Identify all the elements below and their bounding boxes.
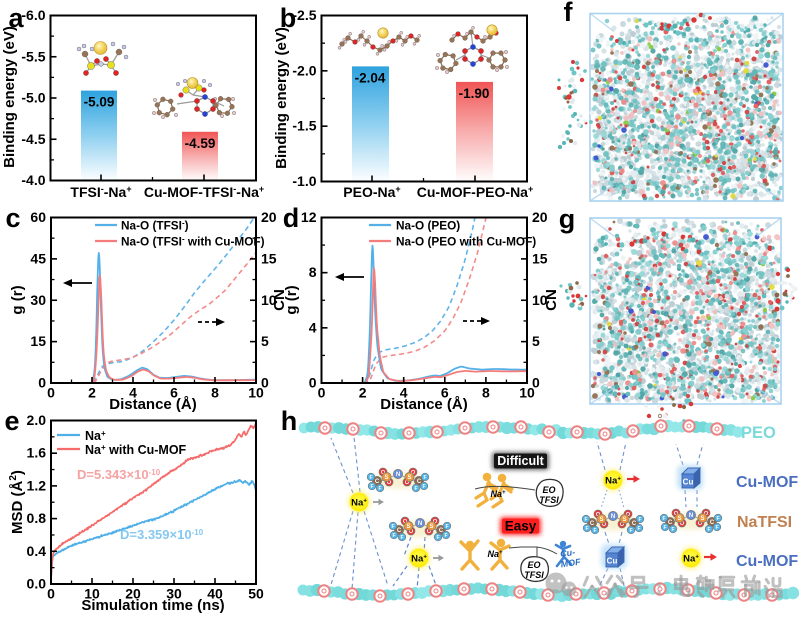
svg-text:6: 6 xyxy=(441,385,449,401)
svg-text:2.0: 2.0 xyxy=(27,412,47,428)
svg-text:d: d xyxy=(283,203,300,233)
svg-text:-1.5: -1.5 xyxy=(292,118,316,134)
svg-text:-4.59: -4.59 xyxy=(185,136,216,151)
svg-text:15: 15 xyxy=(532,250,548,266)
svg-text:Na-O (TFSI-): Na-O (TFSI-) xyxy=(121,219,189,233)
svg-text:1.2: 1.2 xyxy=(27,477,47,493)
svg-text:2: 2 xyxy=(359,385,367,401)
svg-text:Na+: Na+ xyxy=(85,429,106,443)
svg-text:-5.5: -5.5 xyxy=(21,48,45,64)
svg-text:Distance (Å): Distance (Å) xyxy=(380,396,468,413)
svg-text:20: 20 xyxy=(532,209,548,225)
svg-text:g (r): g (r) xyxy=(9,285,26,314)
svg-text:MSD (Å2): MSD (Å2) xyxy=(8,470,26,534)
svg-text:Distance (Å): Distance (Å) xyxy=(109,396,197,413)
svg-text:f: f xyxy=(564,0,574,27)
svg-text:D=5.343×10-10: D=5.343×10-10 xyxy=(77,467,161,482)
svg-text:0: 0 xyxy=(261,375,269,391)
svg-text:20: 20 xyxy=(261,209,277,225)
svg-text:5: 5 xyxy=(261,333,269,349)
svg-text:8: 8 xyxy=(482,385,490,401)
svg-text:15: 15 xyxy=(30,333,46,349)
svg-text:0.8: 0.8 xyxy=(27,510,47,526)
svg-text:Na-O (TFSI- with Cu-MOF): Na-O (TFSI- with Cu-MOF) xyxy=(121,235,265,249)
svg-text:10: 10 xyxy=(84,586,100,602)
svg-text:40: 40 xyxy=(207,586,223,602)
svg-text:30: 30 xyxy=(166,586,182,602)
svg-text:0: 0 xyxy=(38,375,46,391)
svg-text:-6.0: -6.0 xyxy=(21,7,45,23)
svg-text:-2.0: -2.0 xyxy=(292,62,316,78)
svg-text:g: g xyxy=(559,204,576,234)
svg-text:-2.04: -2.04 xyxy=(355,70,386,85)
svg-text:Na-O (PEO with Cu-MOF): Na-O (PEO with Cu-MOF) xyxy=(396,235,536,249)
svg-text:4: 4 xyxy=(129,385,137,401)
svg-text:6: 6 xyxy=(170,385,178,401)
svg-text:PEO-Na+: PEO-Na+ xyxy=(343,184,400,200)
svg-text:4: 4 xyxy=(400,385,408,401)
svg-text:a: a xyxy=(8,3,24,33)
svg-text:30: 30 xyxy=(30,292,46,308)
svg-text:CN: CN xyxy=(543,289,560,311)
svg-text:10: 10 xyxy=(519,385,535,401)
svg-text:0: 0 xyxy=(309,375,317,391)
svg-text:15: 15 xyxy=(261,250,277,266)
svg-text:-5.09: -5.09 xyxy=(84,95,115,110)
svg-text:8: 8 xyxy=(211,385,219,401)
svg-text:0: 0 xyxy=(318,385,326,401)
svg-text:45: 45 xyxy=(30,250,46,266)
svg-text:-1.0: -1.0 xyxy=(292,173,316,189)
svg-text:1.6: 1.6 xyxy=(27,445,47,461)
svg-text:4: 4 xyxy=(309,319,317,335)
svg-text:12: 12 xyxy=(301,209,317,225)
svg-text:Binding energy (eV): Binding energy (eV) xyxy=(1,26,18,168)
svg-text:0.0: 0.0 xyxy=(27,576,47,592)
svg-text:-4.5: -4.5 xyxy=(21,131,45,147)
svg-text:TFSI--Na+: TFSI--Na+ xyxy=(70,184,131,200)
svg-text:60: 60 xyxy=(30,209,46,225)
svg-text:CN: CN xyxy=(271,289,288,311)
svg-text:Binding energy (eV): Binding energy (eV) xyxy=(273,27,290,169)
svg-text:-5.0: -5.0 xyxy=(21,90,45,106)
svg-text:8: 8 xyxy=(309,264,317,280)
svg-text:2: 2 xyxy=(88,385,96,401)
svg-text:e: e xyxy=(4,406,19,436)
svg-text:0: 0 xyxy=(47,586,55,602)
svg-text:Na+ with Cu-MOF: Na+ with Cu-MOF xyxy=(85,443,187,457)
svg-text:Cu-MOF-TFSI--Na+: Cu-MOF-TFSI--Na+ xyxy=(144,184,264,200)
svg-text:20: 20 xyxy=(125,586,141,602)
svg-text:D=3.359×10-10: D=3.359×10-10 xyxy=(120,527,204,542)
svg-text:Cu-MOF-PEO-Na+: Cu-MOF-PEO-Na+ xyxy=(417,184,533,200)
svg-text:-2.5: -2.5 xyxy=(292,7,316,23)
svg-text:g (r): g (r) xyxy=(283,285,300,314)
svg-text:Na-O (PEO): Na-O (PEO) xyxy=(396,219,460,233)
svg-text:-1.90: -1.90 xyxy=(459,86,490,101)
svg-text:-4.0: -4.0 xyxy=(21,172,45,188)
svg-text:10: 10 xyxy=(261,292,277,308)
svg-text:10: 10 xyxy=(532,292,548,308)
svg-text:50: 50 xyxy=(248,586,264,602)
svg-text:c: c xyxy=(5,203,20,233)
svg-text:Simulation time (ns): Simulation time (ns) xyxy=(81,597,224,614)
svg-text:10: 10 xyxy=(248,385,264,401)
svg-text:0.4: 0.4 xyxy=(27,543,47,559)
svg-text:0: 0 xyxy=(532,375,540,391)
svg-text:0: 0 xyxy=(47,385,55,401)
svg-text:5: 5 xyxy=(532,333,540,349)
svg-text:b: b xyxy=(280,3,297,33)
